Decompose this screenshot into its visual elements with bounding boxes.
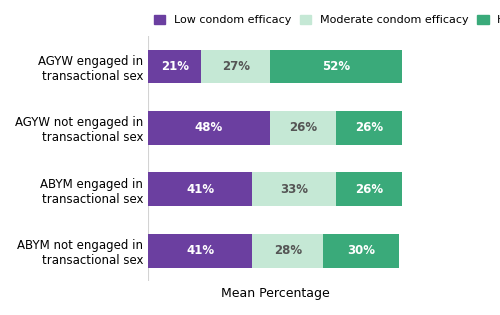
Bar: [336, 111, 402, 145]
Text: 41%: 41%: [186, 244, 214, 257]
Bar: [252, 172, 336, 206]
Text: 26%: 26%: [355, 183, 383, 196]
Bar: [270, 50, 402, 83]
Text: 48%: 48%: [195, 122, 223, 135]
Legend: Low condom efficacy, Moderate condom efficacy, High condom efficacy: Low condom efficacy, Moderate condom eff…: [154, 15, 500, 26]
Bar: [336, 172, 402, 206]
Bar: [323, 234, 400, 268]
Text: 21%: 21%: [161, 60, 189, 73]
X-axis label: Mean Percentage: Mean Percentage: [220, 287, 330, 300]
Bar: [252, 234, 323, 268]
Text: 30%: 30%: [348, 244, 376, 257]
Bar: [148, 234, 252, 268]
Bar: [148, 111, 270, 145]
Text: 28%: 28%: [274, 244, 302, 257]
Bar: [148, 172, 252, 206]
Text: 26%: 26%: [289, 122, 317, 135]
Bar: [202, 50, 270, 83]
Text: 52%: 52%: [322, 60, 350, 73]
Bar: [270, 111, 336, 145]
Text: 33%: 33%: [280, 183, 308, 196]
Text: 26%: 26%: [355, 122, 383, 135]
Text: 27%: 27%: [222, 60, 250, 73]
Text: 41%: 41%: [186, 183, 214, 196]
Bar: [148, 50, 202, 83]
